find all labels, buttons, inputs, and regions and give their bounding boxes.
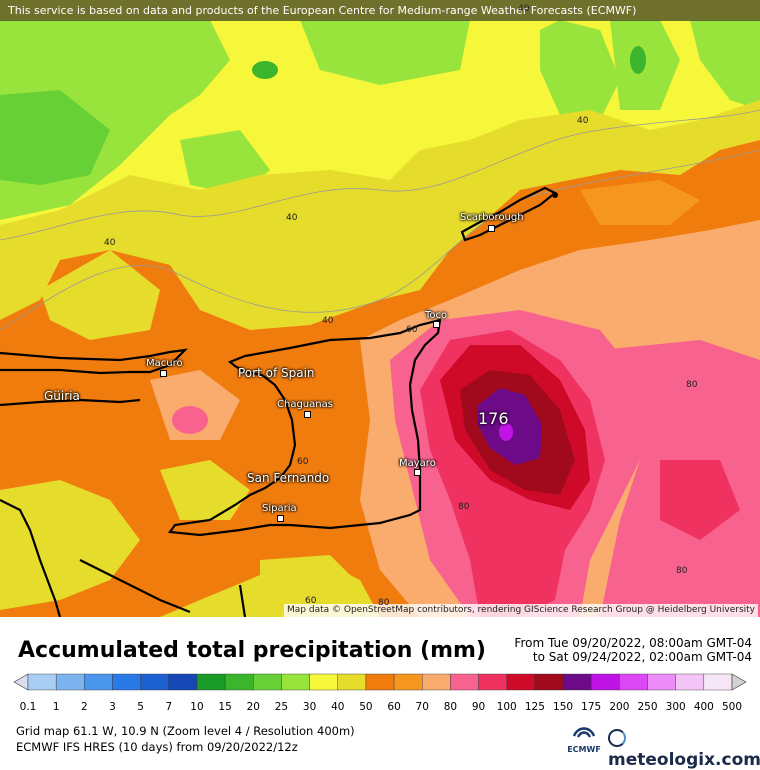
meteologix-icon — [608, 729, 626, 747]
legend-swatch — [647, 673, 676, 691]
ecmwf-icon — [572, 727, 596, 738]
ecmwf-logo[interactable]: ECMWF — [559, 724, 609, 754]
siparia-marker — [277, 515, 284, 522]
legend-swatch — [168, 673, 198, 691]
legend-swatch — [140, 673, 169, 691]
legend-tick-label: 70 — [416, 701, 429, 713]
meteologix-text: meteologix.com — [608, 750, 760, 770]
place-chaguanas: Chaguanas — [277, 399, 333, 410]
isoline-label: 80 — [676, 566, 688, 576]
legend-swatch — [224, 673, 254, 691]
place-guiria: Güiria — [44, 389, 80, 403]
legend-tick-label: 20 — [247, 701, 260, 713]
legend-swatch — [422, 673, 451, 691]
legend-tick-label: 40 — [331, 701, 344, 713]
legend-swatch — [619, 673, 648, 691]
legend-tick-label: 25 — [275, 701, 288, 713]
legend-tick-label: 7 — [165, 701, 172, 713]
isoline-label: 40 — [286, 213, 298, 223]
isoline-label: 80 — [378, 598, 390, 608]
legend-swatch — [365, 673, 395, 691]
legend-tick-label: 150 — [553, 701, 573, 713]
chart-title: Accumulated total precipitation (mm) — [18, 638, 486, 663]
legend-swatch — [84, 673, 113, 691]
legend-tick-label: 60 — [387, 701, 400, 713]
legend-tick-label: 250 — [637, 701, 657, 713]
legend-tick-label: 100 — [497, 701, 517, 713]
place-scarborough: Scarborough — [460, 212, 524, 223]
legend-tick-label: 5 — [137, 701, 144, 713]
legend-arrow-left — [13, 673, 29, 691]
toco-marker — [433, 321, 440, 328]
legend-tick-label: 0.1 — [20, 701, 37, 713]
legend-tick-label: 90 — [472, 701, 485, 713]
map-attribution[interactable]: Map data © OpenStreetMap contributors, r… — [284, 604, 758, 617]
isoline-label: 60 — [305, 596, 317, 606]
legend-swatch — [534, 673, 564, 691]
legend-swatch — [506, 673, 536, 691]
color-legend: 0.1 1 2 3 5 7 10 15 20 25 30 40 50 60 70 80 90 100 125 150 1… — [13, 673, 747, 713]
legend-tick-label: 200 — [609, 701, 629, 713]
legend-tick-label: 300 — [666, 701, 686, 713]
date-range: From Tue 09/20/2022, 08:00am GMT-04 to S… — [514, 636, 752, 664]
legend-tick-label: 400 — [694, 701, 714, 713]
legend-swatch — [281, 673, 310, 691]
date-from: From Tue 09/20/2022, 08:00am GMT-04 — [514, 636, 752, 650]
legend-tick-label: 3 — [109, 701, 116, 713]
legend-tick-label: 2 — [81, 701, 88, 713]
legend-swatch — [703, 673, 733, 691]
mayaro-marker — [414, 469, 421, 476]
isoline-label: 60 — [406, 325, 418, 335]
legend-tick-label: 15 — [218, 701, 231, 713]
legend-swatch — [393, 673, 423, 691]
model-info: ECMWF IFS HRES (10 days) from 09/20/2022… — [16, 740, 298, 754]
place-macuro: Macuro — [146, 358, 183, 369]
place-mayaro: Mayaro — [399, 458, 436, 469]
legend-tick-label: 10 — [190, 701, 203, 713]
max-precip-value: 176 — [478, 409, 509, 428]
legend-tick-label: 175 — [581, 701, 601, 713]
place-san-fernando: San Fernando — [247, 471, 330, 485]
legend-tick-label: 80 — [444, 701, 457, 713]
ecmwf-banner: This service is based on data and produc… — [0, 0, 760, 21]
macuro-marker — [160, 370, 167, 377]
legend-swatch — [309, 673, 338, 691]
isoline-label: 80 — [686, 380, 698, 390]
legend-swatch — [196, 673, 226, 691]
date-to: to Sat 09/24/2022, 02:00am GMT-04 — [532, 650, 752, 664]
isoline-label: 60 — [297, 457, 309, 467]
place-port-of-spain: Port of Spain — [238, 366, 315, 380]
legend-tick-label: 125 — [525, 701, 545, 713]
meteologix-logo[interactable]: meteologix.com — [608, 729, 760, 770]
isoline-label: 40 — [518, 4, 530, 14]
legend-swatch — [450, 673, 479, 691]
isoline-label: 40 — [322, 316, 334, 326]
legend-swatch — [478, 673, 507, 691]
legend-tick-label: 500 — [722, 701, 742, 713]
precipitation-map[interactable] — [0, 0, 760, 617]
legend-tick-label: 50 — [359, 701, 372, 713]
legend-arrow-right — [731, 673, 747, 691]
legend-swatch — [112, 673, 141, 691]
place-toco: Toco — [425, 310, 448, 321]
grid-info: Grid map 61.1 W, 10.9 N (Zoom level 4 / … — [16, 724, 355, 738]
legend-tick-label: 1 — [53, 701, 60, 713]
legend-swatch — [27, 673, 57, 691]
scarborough-marker — [488, 225, 495, 232]
isoline-label: 40 — [577, 116, 589, 126]
isoline-label: 80 — [458, 502, 470, 512]
place-siparia: Siparia — [262, 503, 297, 514]
legend-tick-label: 30 — [303, 701, 316, 713]
ecmwf-logo-text: ECMWF — [567, 745, 601, 754]
legend-swatch — [253, 673, 282, 691]
legend-swatch — [55, 673, 85, 691]
legend-swatch — [337, 673, 367, 691]
legend-swatch — [675, 673, 705, 691]
isoline-label: 40 — [104, 238, 116, 248]
legend-swatch — [591, 673, 620, 691]
legend-swatch — [562, 673, 592, 691]
chaguanas-marker — [304, 411, 311, 418]
